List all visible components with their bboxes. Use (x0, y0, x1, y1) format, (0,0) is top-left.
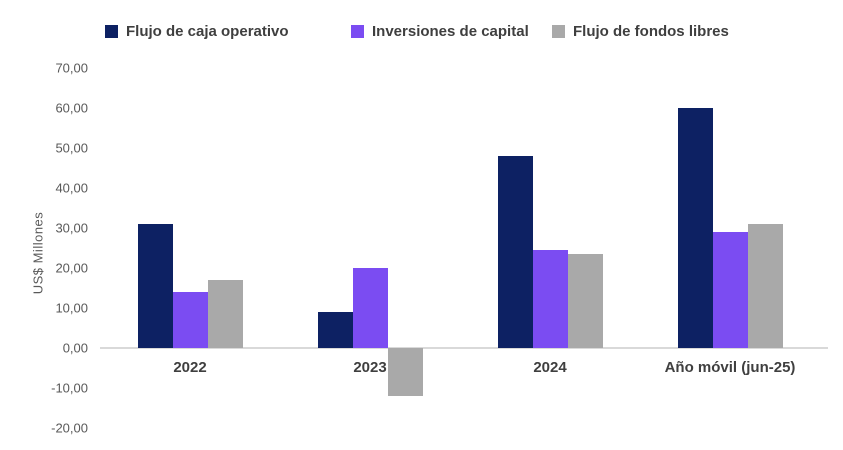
legend-item: Flujo de caja operativo (105, 22, 289, 40)
bar (747, 224, 783, 348)
y-tick-label: 50,00 (55, 140, 88, 156)
legend-label: Inversiones de capital (372, 22, 529, 40)
y-tick-label: 70,00 (55, 60, 88, 76)
y-tick-label: -20,00 (51, 420, 88, 436)
bar (712, 232, 748, 348)
bar (207, 280, 243, 348)
legend-item: Flujo de fondos libres (552, 22, 729, 40)
y-tick-label: 40,00 (55, 180, 88, 196)
bar (677, 108, 713, 348)
bar (387, 348, 423, 396)
legend-item: Inversiones de capital (351, 22, 529, 40)
bar (532, 250, 568, 348)
legend-swatch-free-funds-flow (552, 24, 565, 38)
bar (567, 254, 603, 348)
x-category-label: 2024 (533, 359, 567, 376)
bar (352, 268, 388, 348)
bar (317, 312, 353, 348)
legend-swatch-operating-cash-flow (105, 24, 118, 38)
x-category-label: 2023 (353, 359, 387, 376)
bar (497, 156, 533, 348)
bar (172, 292, 208, 348)
x-axis-line (100, 347, 828, 349)
y-tick-label: 0,00 (62, 340, 88, 356)
y-tick-label: 30,00 (55, 220, 88, 236)
y-tick-label: -10,00 (51, 380, 88, 396)
x-category-label: 2022 (173, 359, 207, 376)
legend-swatch-capital-investments (351, 24, 364, 38)
x-category-label: Año móvil (jun-25) (664, 359, 796, 376)
y-tick-label: 60,00 (55, 100, 88, 116)
y-tick-label: 20,00 (55, 260, 88, 276)
legend-label: Flujo de fondos libres (573, 22, 729, 40)
y-tick-label: 10,00 (55, 300, 88, 316)
legend-label: Flujo de caja operativo (126, 22, 289, 40)
bar (137, 224, 173, 348)
